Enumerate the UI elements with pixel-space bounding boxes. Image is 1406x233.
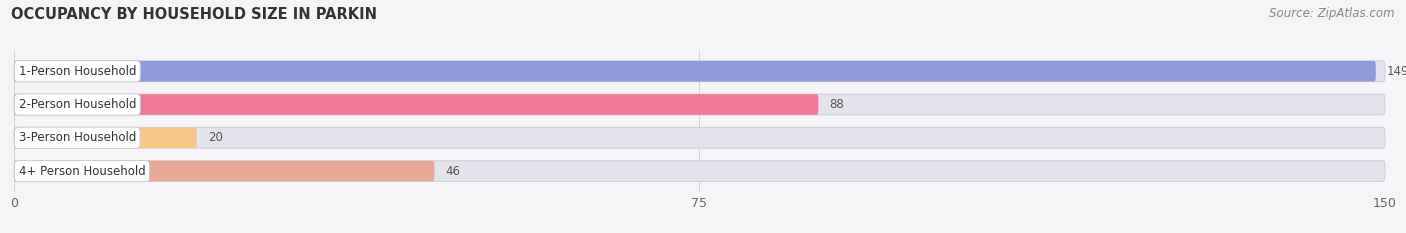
FancyBboxPatch shape: [14, 161, 434, 182]
FancyBboxPatch shape: [14, 161, 1385, 182]
Text: 20: 20: [208, 131, 222, 144]
Text: 88: 88: [830, 98, 844, 111]
FancyBboxPatch shape: [14, 94, 818, 115]
Text: 4+ Person Household: 4+ Person Household: [18, 164, 145, 178]
Text: OCCUPANCY BY HOUSEHOLD SIZE IN PARKIN: OCCUPANCY BY HOUSEHOLD SIZE IN PARKIN: [11, 7, 377, 22]
Text: 149: 149: [1386, 65, 1406, 78]
FancyBboxPatch shape: [14, 61, 1376, 82]
Text: 46: 46: [446, 164, 460, 178]
FancyBboxPatch shape: [14, 94, 1385, 115]
FancyBboxPatch shape: [14, 127, 1385, 148]
Text: Source: ZipAtlas.com: Source: ZipAtlas.com: [1270, 7, 1395, 20]
Text: 2-Person Household: 2-Person Household: [18, 98, 136, 111]
FancyBboxPatch shape: [14, 61, 1385, 82]
Text: 3-Person Household: 3-Person Household: [18, 131, 136, 144]
Text: 1-Person Household: 1-Person Household: [18, 65, 136, 78]
FancyBboxPatch shape: [14, 127, 197, 148]
